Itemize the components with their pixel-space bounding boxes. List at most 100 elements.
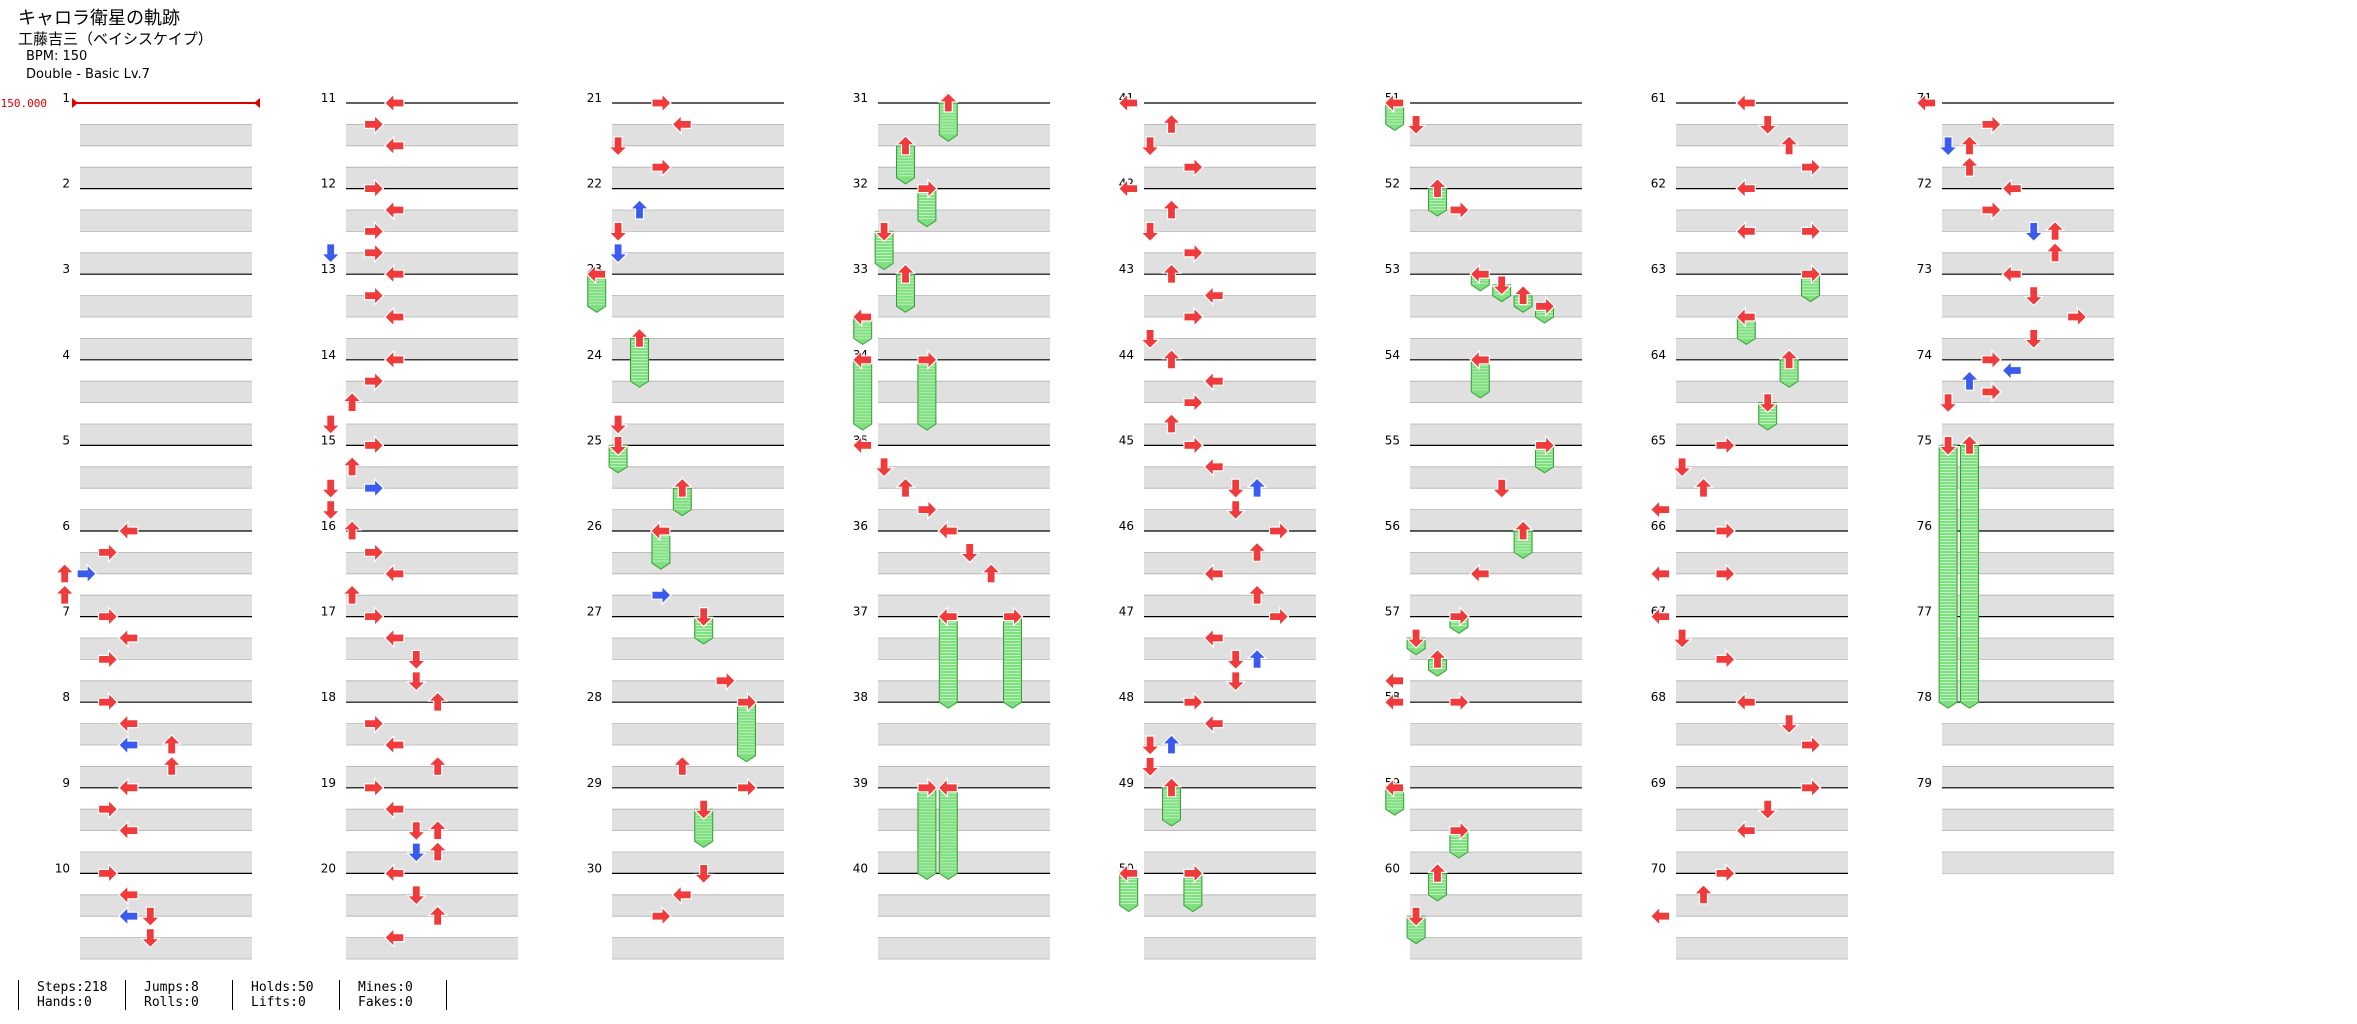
arrow-note xyxy=(384,627,405,649)
arrow-note xyxy=(1203,456,1224,478)
arrow-note xyxy=(937,92,959,113)
beat-stripe xyxy=(1942,509,2114,531)
arrow-note xyxy=(118,905,139,927)
arrow-note xyxy=(1959,370,1980,391)
song-title: キャロラ衛星の軌跡 xyxy=(18,8,180,29)
arrow-note xyxy=(651,905,672,927)
arrow-note xyxy=(937,520,958,542)
step-chart: 1234567891011121314151617181920212223242… xyxy=(1,91,2114,960)
arrow-note xyxy=(629,327,650,348)
arrow-note xyxy=(1735,691,1756,713)
arrow-note xyxy=(651,584,672,606)
arrow-note xyxy=(320,414,342,435)
arrow-note xyxy=(427,755,449,777)
arrow-note xyxy=(1183,306,1204,328)
beat-stripe xyxy=(1144,894,1316,917)
arrow-note xyxy=(1715,563,1736,585)
beat-stripe xyxy=(80,894,252,917)
measure-number: 64 xyxy=(1651,348,1666,362)
arrow-note xyxy=(363,220,385,242)
beat-stripe xyxy=(878,466,1050,489)
hold-body xyxy=(874,230,894,271)
measure-number: 27 xyxy=(587,605,602,619)
arrow-note xyxy=(405,885,427,906)
measure-number: 63 xyxy=(1651,262,1666,276)
song-header: キャロラ衛星の軌跡 工藤吉三（ベイシスケイプ） BPM: 150 Double … xyxy=(18,8,213,84)
measure-number: 61 xyxy=(1651,91,1666,105)
beat-stripe xyxy=(80,809,252,831)
arrow-note xyxy=(1937,393,1959,414)
measure-number: 6 xyxy=(62,519,70,533)
beat-stripe xyxy=(1942,210,2114,232)
arrow-note xyxy=(139,906,161,928)
beat-stripe xyxy=(346,252,518,275)
arrow-note xyxy=(118,713,139,735)
beat-stripe xyxy=(1144,552,1316,574)
beat-stripe xyxy=(612,124,784,146)
beat-stripe xyxy=(1676,552,1848,574)
beat-stripe xyxy=(1676,381,1848,403)
arrow-note xyxy=(1491,478,1513,500)
arrow-note xyxy=(97,541,119,563)
arrow-note xyxy=(607,435,629,457)
arrow-note xyxy=(1427,862,1448,884)
beat-stripe xyxy=(612,680,784,703)
hold-body xyxy=(608,444,628,474)
measure-number: 8 xyxy=(62,690,70,704)
arrow-note xyxy=(384,135,405,157)
beat-stripe xyxy=(612,210,784,232)
arrow-note xyxy=(1427,177,1448,199)
beat-stripe xyxy=(1144,809,1316,831)
arrow-note xyxy=(2066,306,2088,328)
arrow-note xyxy=(1800,220,1822,242)
beat-stripe xyxy=(1144,381,1316,403)
beat-stripe xyxy=(1942,124,2114,146)
beat-stripe xyxy=(1942,295,2114,317)
arrow-note xyxy=(1183,862,1204,884)
arrow-note xyxy=(1405,628,1427,649)
beat-stripe xyxy=(1942,424,2114,446)
arrow-note xyxy=(1981,199,2002,221)
beat-stripe xyxy=(1676,424,1848,446)
arrow-note xyxy=(427,819,449,841)
beat-stripe xyxy=(878,338,1050,360)
measure-number: 45 xyxy=(1119,433,1134,447)
beat-stripe xyxy=(80,766,252,788)
measure-number: 7 xyxy=(62,605,70,619)
stat-value: Steps:218 xyxy=(37,980,108,995)
beat-stripe xyxy=(1676,894,1848,917)
beat-stripe xyxy=(346,167,518,189)
arrow-note xyxy=(2001,360,2022,381)
beat-stripe xyxy=(1144,509,1316,531)
arrow-note xyxy=(161,755,183,777)
beat-stripe xyxy=(878,809,1050,831)
beat-stripe xyxy=(612,252,784,275)
beat-stripe xyxy=(1676,295,1848,317)
beat-stripe xyxy=(1144,766,1316,788)
arrow-note xyxy=(1161,734,1182,755)
arrow-note xyxy=(363,606,385,628)
arrow-note xyxy=(1800,156,1822,178)
arrow-note xyxy=(1161,113,1182,135)
arrow-note xyxy=(97,862,119,884)
measure-number: 48 xyxy=(1119,690,1134,704)
beat-stripe xyxy=(346,638,518,660)
beat-stripe xyxy=(1942,338,2114,360)
arrow-note xyxy=(384,349,405,371)
arrow-note xyxy=(1246,541,1268,563)
beat-stripe xyxy=(612,295,784,317)
measure-number: 75 xyxy=(1917,433,1932,447)
beat-stripe xyxy=(1942,809,2114,831)
measure-number: 20 xyxy=(321,861,336,875)
beat-stripe xyxy=(1410,124,1582,146)
beat-stripe xyxy=(346,381,518,403)
arrow-note xyxy=(1117,92,1139,114)
bpm-change-label: 150.000 xyxy=(1,97,47,110)
arrow-note xyxy=(2023,221,2045,243)
arrow-note xyxy=(1203,285,1224,307)
beat-stripe xyxy=(1676,937,1848,959)
beat-stripe xyxy=(80,338,252,360)
stat-column: Steps:218 Hands:0 xyxy=(18,980,125,1010)
stat-value: Holds:50 xyxy=(251,980,314,995)
measure-number: 77 xyxy=(1917,605,1932,619)
